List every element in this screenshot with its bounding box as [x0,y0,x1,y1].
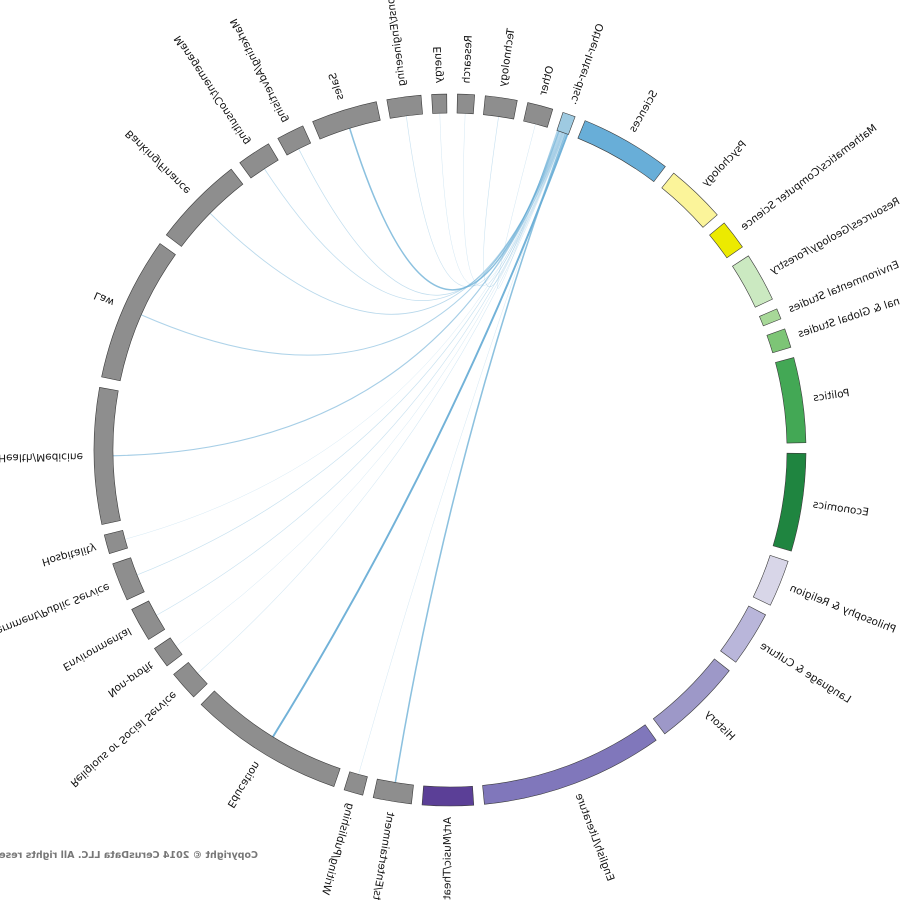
arc-label-management-consulting: Management/Consulting [172,33,253,147]
arc-label-non-profit: Non-profit [105,659,155,699]
ribbon-hospitality [124,132,564,540]
arc-label-sales: Sales [327,71,347,101]
ribbon-health-medicine [112,131,564,457]
arc-label-art-music-theatre: Art/Music/Theatre [441,817,454,900]
arc-layer [93,93,807,807]
arc-arts-entertainment[interactable] [372,778,414,805]
arc-label-politics: Politics [812,387,850,404]
arc-other-inter-disc[interactable] [556,112,576,135]
ribbon-religious-or-social-service [197,132,565,674]
arc-art-music-theatre[interactable] [421,785,475,807]
arc-label-environmental: Environmental [61,625,133,673]
arc-research[interactable] [456,93,475,115]
arc-non-profit[interactable] [154,637,183,667]
arc-label-sciences: Sciences [627,88,660,134]
arc-international-global-studies[interactable] [766,328,792,354]
arc-philosophy-religion[interactable] [752,555,789,606]
arc-label-language-culture: Language & Culture [758,640,853,706]
arc-education[interactable] [200,690,341,787]
ribbon-non-profit [175,132,565,647]
arc-label-arts-entertainment: Arts/Entertainment [368,811,396,900]
ribbon-marketing-advertising [298,131,561,296]
arc-health-medicine[interactable] [93,387,121,525]
arc-label-english-literature: English/Literature [573,792,617,883]
arc-label-law: Law [92,289,116,309]
arc-environmental[interactable] [131,600,166,640]
arc-government-public-service[interactable] [112,557,145,601]
arc-sales[interactable] [312,101,381,140]
arc-arch-const-engineering[interactable] [386,94,423,119]
arc-marketing-advertising[interactable] [277,125,312,156]
arc-history[interactable] [652,658,730,735]
arc-technology[interactable] [483,95,518,120]
arc-environmental-studies[interactable] [759,308,782,327]
arc-hospitality[interactable] [103,530,128,555]
arc-english-literature[interactable] [482,724,657,805]
arc-label-education: Education [225,759,263,810]
ribbon-environmental [156,132,565,616]
arc-label-government-public-service: Government/Public Service [0,581,111,645]
arc-label-religious-or-social-service: Religious or Social Service [68,689,179,789]
ribbon-research [463,113,558,287]
arc-natural-resources-geology-forestry[interactable] [732,255,773,308]
arc-label-research: Research [461,35,475,84]
arc-label-psychology: Psychology [700,138,749,189]
arc-banking-finance[interactable] [165,168,244,247]
arc-politics[interactable] [775,357,807,444]
arc-psychology[interactable] [661,172,718,228]
arc-label-hospitality: Hospitality [40,541,97,567]
arc-mathematics-computer-science[interactable] [709,222,743,259]
arc-label-history: History [702,708,737,743]
ribbon-sales [348,127,560,291]
arc-language-culture[interactable] [720,605,766,663]
arc-label-technology: Technology [497,27,518,88]
arc-label-philosophy-religion: Philosophy & Religion [788,582,898,636]
ribbon-writing-publishing [358,132,565,775]
ribbon-other [497,123,558,289]
ribbon-education [271,133,569,738]
arc-label-banking-finance: Banking/Finance [123,127,193,196]
arc-religious-or-social-service[interactable] [173,661,208,698]
arc-label-economics: Economics [812,498,869,518]
arc-label-marketing-advertising: Marketing/Advertising [228,16,290,124]
arc-energy[interactable] [431,93,448,114]
arc-label-health-medicine: Health/Medicine [0,450,83,463]
arc-label-energy: Energy [432,46,445,83]
ribbon-technology [483,116,558,288]
arc-label-arch-const-engineering: Arch/Const/Engineering [380,0,408,87]
copyright-notice: Copyright © 2014 CerusData LLC. All righ… [0,850,258,861]
arc-other[interactable] [523,102,554,128]
ribbon-layer [112,112,569,784]
arc-law[interactable] [101,243,176,382]
arc-label-other: Other [537,65,556,98]
arc-sciences[interactable] [577,120,666,183]
arc-management-consulting[interactable] [239,143,279,179]
arc-label-other-inter-disc: Other-Inter-disc. [567,22,607,106]
ribbon-arts-entertainment [394,132,567,784]
arc-writing-publishing[interactable] [343,771,368,796]
arc-economics[interactable] [772,452,807,552]
arc-label-writing-publishing: Writing/Publishing [319,802,356,896]
ribbon-government-public-service [136,132,565,576]
